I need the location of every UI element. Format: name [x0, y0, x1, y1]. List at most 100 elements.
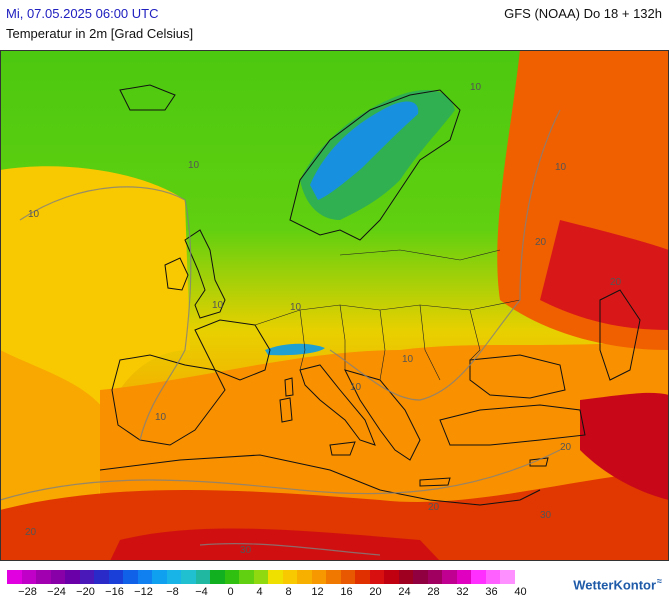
contour-label: 10: [350, 382, 362, 393]
contour-label: 20: [535, 237, 547, 248]
legend-swatch: [355, 570, 370, 584]
isotherms: [0, 109, 561, 556]
legend-swatch: [181, 570, 196, 584]
forecast-date: Mi, 07.05.2025 06:00 UTC: [6, 6, 159, 21]
legend-swatch: [456, 570, 471, 584]
legend-swatch: [36, 570, 51, 584]
legend-tick-label: −12: [134, 586, 153, 598]
border-line: [379, 309, 386, 381]
legend-swatch: [79, 570, 94, 584]
crete-coast: [419, 477, 451, 487]
legend-swatch: [137, 570, 152, 584]
legend-swatch: [50, 570, 65, 584]
legend-tick-label: 28: [427, 586, 440, 598]
legend-swatch: [253, 570, 268, 584]
legend-swatch: [166, 570, 181, 584]
legend-tick-label: 12: [311, 586, 324, 598]
legend-swatch: [384, 570, 399, 584]
brand-name: WetterKontor: [573, 577, 657, 593]
border-line: [469, 309, 481, 361]
legend-swatch: [471, 570, 486, 584]
legend-swatch: [297, 570, 312, 584]
turkey-coast: [439, 404, 586, 446]
legend-swatch: [210, 570, 225, 584]
contour-label: 10: [155, 412, 167, 423]
contour-label: 30: [540, 510, 552, 521]
border-line: [299, 309, 306, 371]
isotherm-10: [329, 109, 561, 401]
contour-labels: 10 10 10 10 10 10 10 10 10 20 20 20 20 2…: [25, 82, 622, 556]
legend-swatch: [427, 570, 442, 584]
corsica-coast: [284, 377, 294, 397]
border-line: [419, 304, 441, 381]
scandinavia-coast: [289, 89, 461, 241]
isotherm-20: [0, 449, 561, 501]
contour-label: 10: [555, 162, 567, 173]
alps-cool-region: [265, 343, 325, 356]
legend-tick-label: −28: [18, 586, 37, 598]
legend-swatch: [485, 570, 500, 584]
contour-label: 10: [28, 209, 40, 220]
isotherm-10: [19, 186, 192, 441]
parameter-title: Temperatur in 2m [Grad Celsius]: [6, 26, 194, 41]
legend-tick-label: 4: [256, 586, 263, 598]
legend-tick-label: 16: [340, 586, 353, 598]
legend-tick-label: 8: [285, 586, 292, 598]
legend-tick-label: −24: [47, 586, 66, 598]
legend-swatch: [21, 570, 36, 584]
legend-swatch: [94, 570, 109, 584]
contour-label: 10: [470, 82, 482, 93]
brand-mark-icon: ≈: [657, 576, 662, 586]
contour-label: 10: [188, 160, 200, 171]
north-africa-coast: [99, 454, 541, 506]
coastlines: [99, 84, 641, 506]
legend-swatch: [7, 570, 22, 584]
legend-tick-label: 0: [227, 586, 234, 598]
legend-ticks: −28 −24 −20 −16 −12 −8 −4 0 4 8 12 16 20 24 28 32 36 40: [0, 586, 560, 600]
contour-label: 20: [610, 277, 622, 288]
legend-swatch: [442, 570, 457, 584]
scandinavia-cool-region: [300, 90, 455, 220]
legend-swatch: [340, 570, 355, 584]
sicily-coast: [329, 441, 356, 456]
legend-swatch: [369, 570, 384, 584]
legend-swatch: [311, 570, 326, 584]
legend-swatch: [398, 570, 413, 584]
iceland-coast: [119, 84, 176, 111]
legend-swatch: [195, 570, 210, 584]
contour-label: 20: [25, 527, 37, 538]
border-line: [339, 249, 501, 261]
legend-tick-label: −8: [166, 586, 179, 598]
contour-label: 30: [240, 545, 252, 556]
model-run-label: GFS (NOAA) Do 18 + 132h: [504, 6, 662, 21]
iberia-coast: [111, 354, 226, 446]
middle-east-hot-region: [580, 392, 669, 500]
russia-hot-region: [540, 220, 669, 330]
brand-logo: WetterKontor≈: [573, 576, 662, 592]
uk-coast: [184, 229, 226, 319]
color-legend: −28 −24 −20 −16 −12 −8 −4 0 4 8 12 16 20 24 28 32 36 40 W…: [0, 568, 669, 600]
italy-coast: [299, 364, 376, 446]
scandinavia-cold-region: [310, 101, 419, 200]
caspian-coast: [599, 289, 641, 381]
legend-tick-label: 32: [456, 586, 469, 598]
france-coast: [194, 319, 271, 381]
contour-label: 10: [290, 302, 302, 313]
legend-swatch: [152, 570, 167, 584]
legend-tick-label: 20: [369, 586, 382, 598]
isotherm-30: [199, 543, 381, 556]
contour-label: 20: [560, 442, 572, 453]
legend-swatch: [224, 570, 239, 584]
ireland-coast: [164, 257, 189, 291]
legend-tick-label: 36: [485, 586, 498, 598]
legend-color-bar: [7, 570, 515, 584]
legend-swatch: [268, 570, 283, 584]
legend-swatch: [282, 570, 297, 584]
legend-tick-label: −4: [195, 586, 208, 598]
legend-swatch: [326, 570, 341, 584]
legend-swatch: [239, 570, 254, 584]
legend-swatch: [500, 570, 515, 584]
legend-tick-label: −16: [105, 586, 124, 598]
contour-label: 20: [428, 502, 440, 513]
legend-swatch: [123, 570, 138, 584]
